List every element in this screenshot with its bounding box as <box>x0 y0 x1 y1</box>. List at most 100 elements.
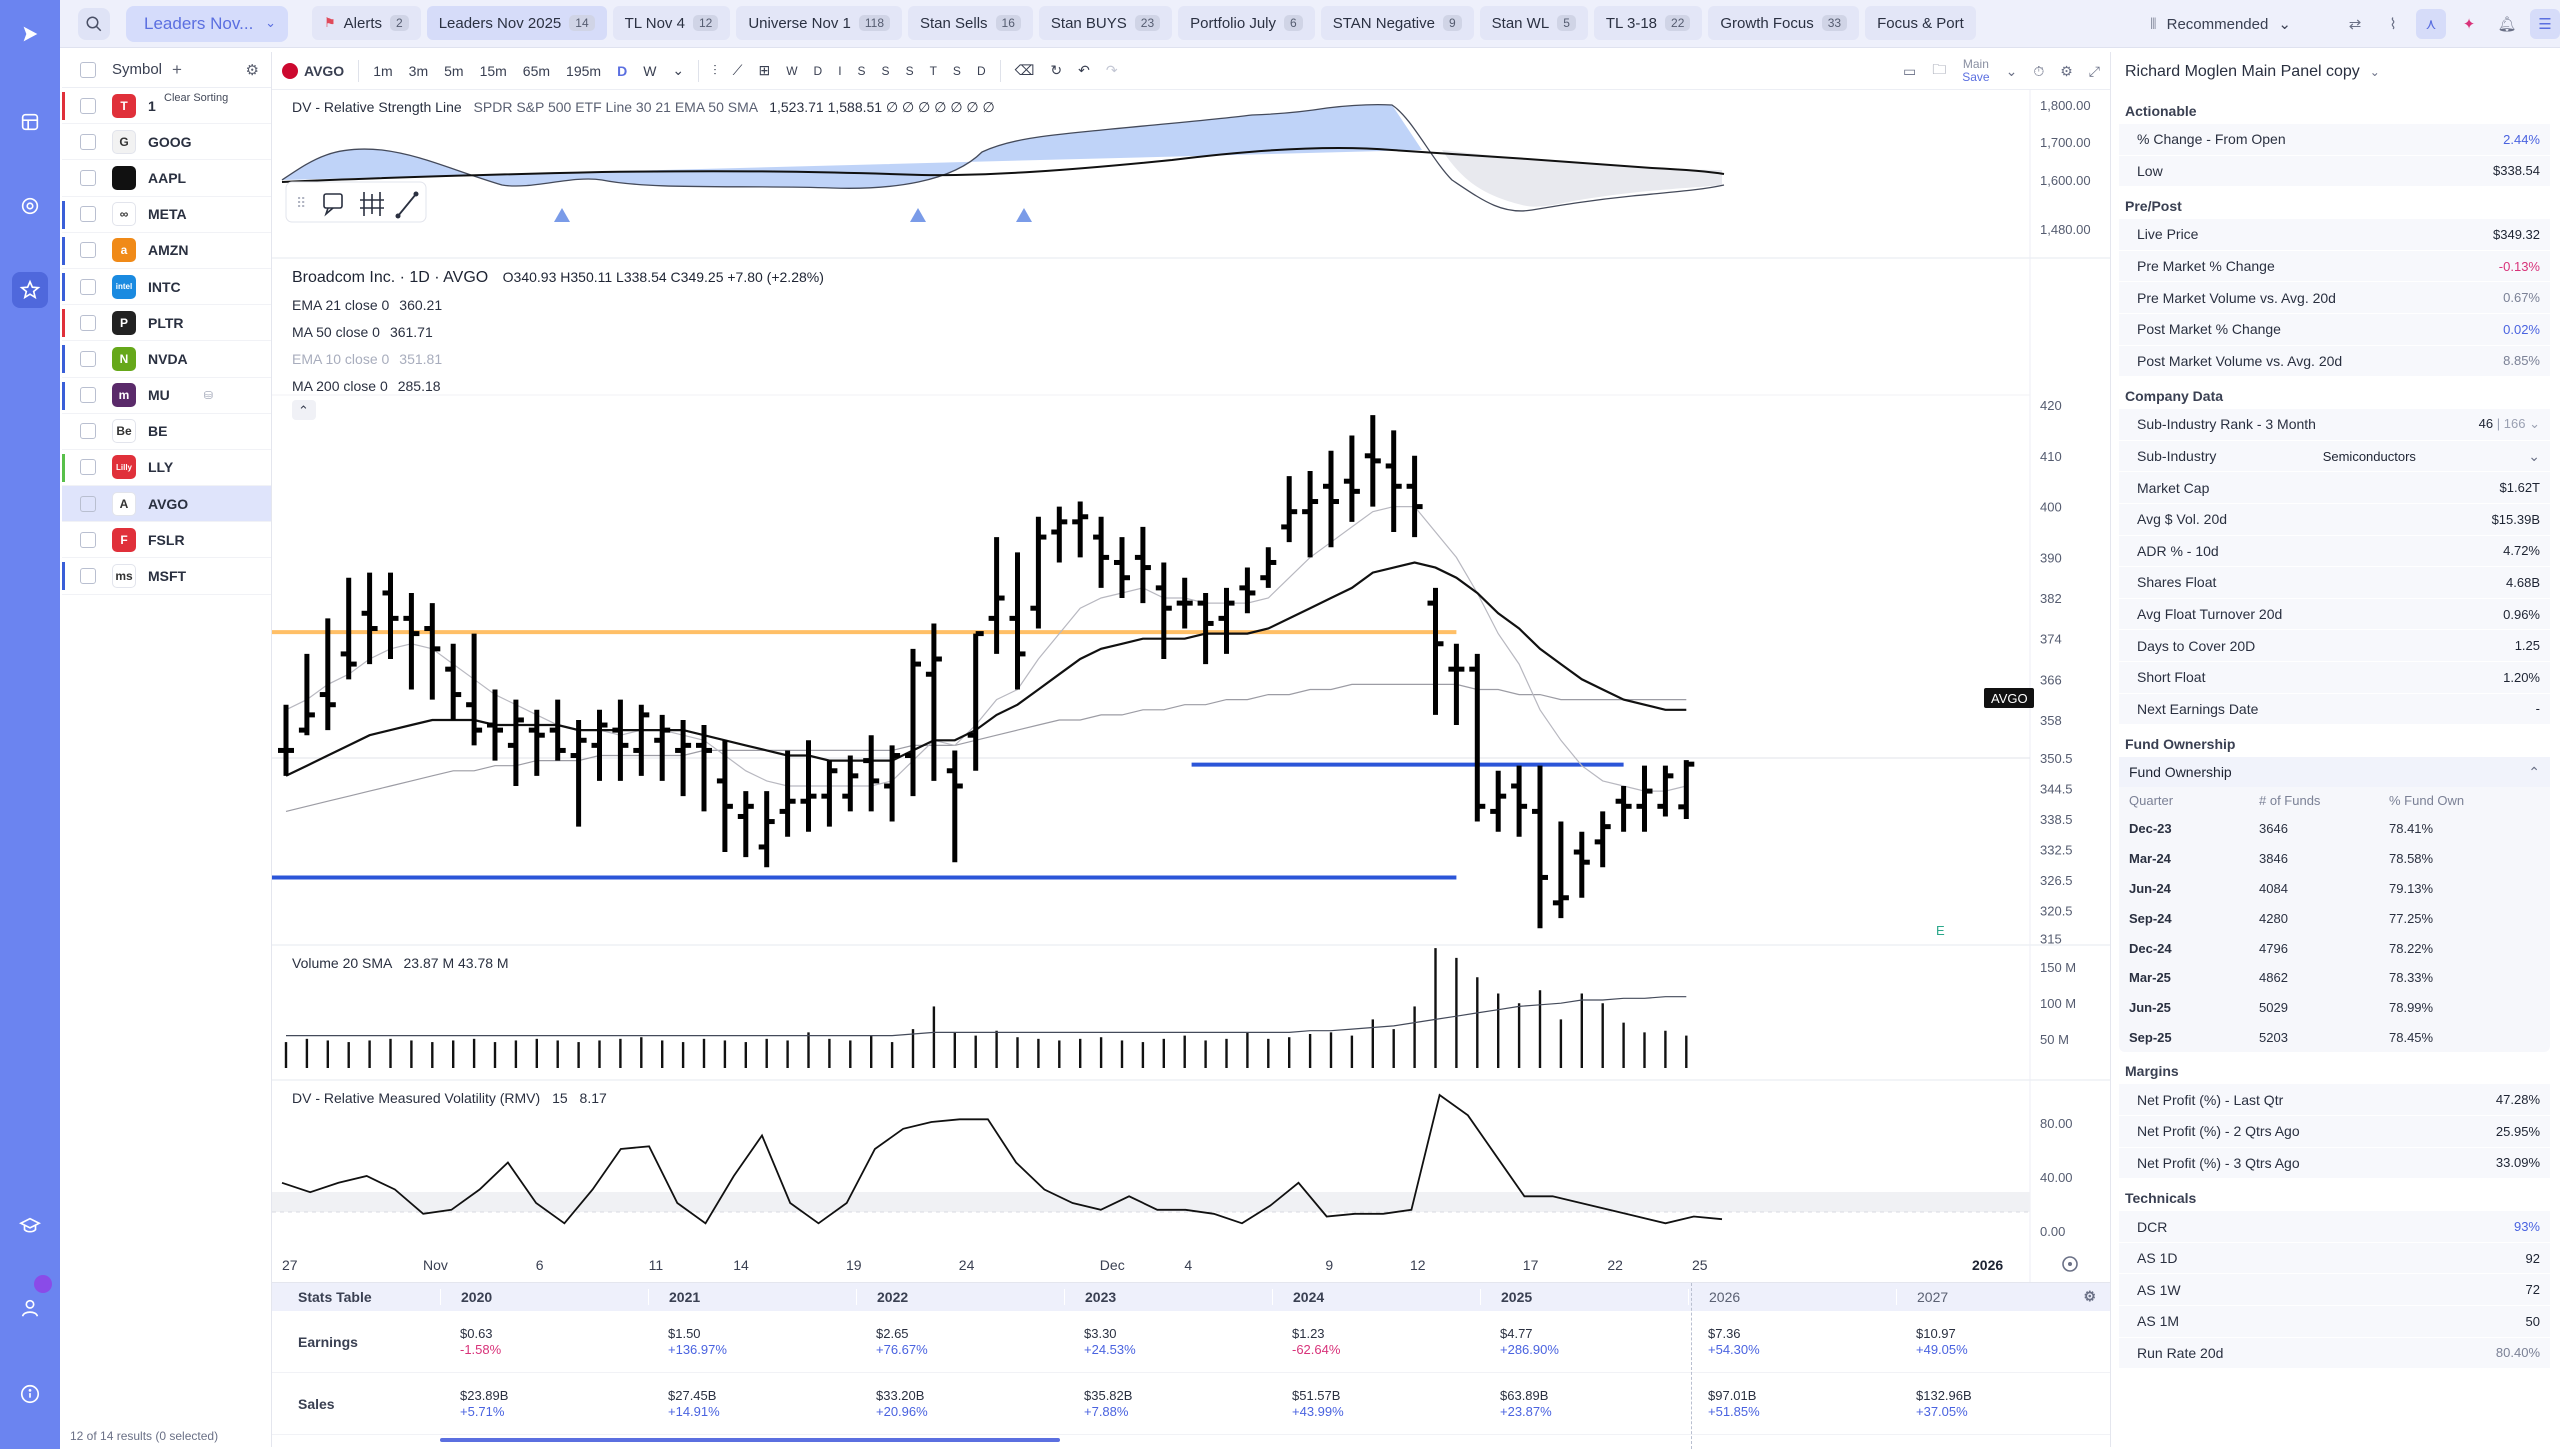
watchlist-tab[interactable]: STAN Negative 9 <box>1320 6 1474 40</box>
row-checkbox[interactable] <box>80 387 96 404</box>
templates-icon[interactable]: ⊞ <box>758 62 771 78</box>
fund-ownership-toggle[interactable]: Fund Ownership ⌃ <box>2119 757 2550 788</box>
add-symbol-icon[interactable]: + <box>172 59 182 79</box>
watchlist-tab[interactable]: TL Nov 4 12 <box>612 6 731 40</box>
watchlist-tab[interactable]: Growth Focus 33 <box>1708 6 1860 40</box>
collapse-legend-button[interactable] <box>292 400 316 420</box>
search-button[interactable] <box>78 8 110 40</box>
indicator-legend-item[interactable]: MA 50 close 0 361.71 <box>292 324 433 340</box>
drawing-shortcut-button[interactable]: D <box>976 63 986 78</box>
gear-icon[interactable]: ⚙ <box>245 62 259 79</box>
symbol-row[interactable]: AAPL <box>62 160 271 197</box>
symbol-row[interactable]: ∞ META <box>62 197 271 233</box>
bars-pattern-icon[interactable] <box>360 192 384 216</box>
row-checkbox[interactable] <box>80 459 96 476</box>
symbol-row[interactable]: m MU ⛁ <box>62 378 271 414</box>
symbol-row[interactable]: N NVDA <box>62 341 271 378</box>
watchlist-star-icon[interactable] <box>12 272 48 308</box>
chevron-down-icon[interactable]: ⌄ <box>2528 447 2540 464</box>
watchlist-tab[interactable]: ⚑ Alerts 2 <box>312 6 421 40</box>
interval-button[interactable]: 5m <box>444 62 464 79</box>
interval-button[interactable]: D <box>617 62 628 79</box>
row-checkbox[interactable] <box>80 568 96 585</box>
watchlist-tab[interactable]: Universe Nov 1 118 <box>736 6 902 40</box>
row-checkbox[interactable] <box>80 278 96 295</box>
chart-area[interactable]: 1,800.00 1,700.00 1,600.00 1,480.00 DV -… <box>272 90 2110 1282</box>
watchlist-dropdown[interactable]: Leaders Nov... ⌄ <box>126 6 288 42</box>
row-checkbox[interactable] <box>80 169 96 186</box>
symbol-row[interactable]: F FSLR <box>62 522 271 559</box>
bar-type-icon[interactable]: ⫶ <box>713 62 717 78</box>
alert-clock-icon[interactable]: ⏱ <box>2033 62 2045 79</box>
help-icon[interactable] <box>12 1376 48 1412</box>
watchlist-tab[interactable]: Leaders Nov 2025 14 <box>426 6 607 40</box>
row-checkbox[interactable] <box>80 206 96 223</box>
row-checkbox[interactable] <box>80 97 96 114</box>
logo-play-icon[interactable] <box>12 16 48 52</box>
clear-sorting-tooltip[interactable]: Clear Sorting <box>164 92 229 104</box>
symbol-row[interactable]: intel INTC <box>62 269 271 306</box>
user-profile-icon[interactable] <box>12 1290 48 1326</box>
indicator-legend-item[interactable]: MA 200 close 0 285.18 <box>292 378 441 394</box>
watchlist-tab[interactable]: Stan WL 5 <box>1479 6 1588 40</box>
indicator-legend-item[interactable]: EMA 21 close 0 360.21 <box>292 297 442 313</box>
watchlist-tab[interactable]: Stan Sells 16 <box>908 6 1033 40</box>
drawing-shortcut-button[interactable]: D <box>813 63 823 78</box>
folder-icon[interactable]: 🗀 <box>1932 61 1947 77</box>
redo-icon[interactable]: ↷ <box>1105 62 1118 78</box>
drawing-shortcut-button[interactable]: S <box>905 63 914 78</box>
drawing-shortcut-button[interactable]: S <box>857 63 866 78</box>
time-axis-settings-icon[interactable] <box>2062 1256 2078 1272</box>
chart-mode-icon[interactable]: ⌇ <box>2389 16 2397 33</box>
drawing-shortcut-button[interactable]: T <box>929 63 937 78</box>
interval-button[interactable]: 1m <box>373 62 393 79</box>
list-view-icon[interactable]: ☰ <box>2530 9 2560 39</box>
symbol-row[interactable]: T 1 Clear Sorting <box>62 88 271 125</box>
drawing-shortcut-button[interactable]: I <box>838 63 842 78</box>
layout-save[interactable]: Main Save <box>1962 58 1989 84</box>
interval-button[interactable]: 3m <box>408 62 429 79</box>
dashboard-icon[interactable] <box>12 104 48 140</box>
layout-icon[interactable]: ▭ <box>1902 62 1917 79</box>
sparkle-icon[interactable]: ✦ <box>2462 16 2476 33</box>
watchlist-tab[interactable]: Focus & Port <box>1865 6 1976 40</box>
education-cap-icon[interactable] <box>12 1208 48 1244</box>
row-checkbox[interactable] <box>80 242 96 259</box>
select-all-checkbox[interactable] <box>80 61 96 78</box>
interval-button[interactable]: 15m <box>479 62 507 79</box>
fullscreen-icon[interactable]: ⤢ <box>2088 62 2100 79</box>
share-icon[interactable]: ⇄ <box>2348 16 2362 33</box>
sort-dropdown[interactable]: ⦀ Recommended ⌄ <box>2150 8 2291 40</box>
eraser-icon[interactable]: ⌫ <box>1014 62 1035 78</box>
drawing-shortcut-button[interactable]: W <box>786 63 798 78</box>
symbol-row[interactable]: ms MSFT <box>62 558 271 595</box>
undo-icon[interactable]: ↶ <box>1078 62 1090 78</box>
indicator-legend-item[interactable]: EMA 10 close 0 351.81 <box>292 351 442 367</box>
row-checkbox[interactable] <box>80 531 96 548</box>
symbol-row[interactable]: A AVGO <box>62 486 271 523</box>
watchlist-tab[interactable]: TL 3-18 22 <box>1593 6 1703 40</box>
interval-button[interactable]: 65m <box>522 62 551 79</box>
stats-scrollbar[interactable] <box>440 1438 1060 1442</box>
indicators-icon[interactable]: ⟋ <box>732 62 743 78</box>
row-checkbox[interactable] <box>80 314 96 331</box>
refresh-icon[interactable]: ↻ <box>1050 62 1063 78</box>
symbol-row[interactable]: a AMZN <box>62 233 271 269</box>
drag-handle-icon[interactable]: ⠿ <box>296 195 306 211</box>
symbol-row[interactable]: P PLTR <box>62 305 271 342</box>
trend-line-icon[interactable] <box>395 191 419 219</box>
scanner-icon[interactable] <box>12 188 48 224</box>
symbol-row[interactable]: Be BE <box>62 414 271 450</box>
interval-button[interactable]: W <box>643 62 657 79</box>
chevron-down-icon[interactable]: ⌄ <box>672 62 685 78</box>
panel-selector[interactable]: Richard Moglen Main Panel copy ⌄ <box>2111 52 2558 92</box>
symbol-row[interactable]: G GOOG <box>62 124 271 161</box>
stats-settings-gear-icon[interactable]: ⚙ <box>2083 1288 2096 1304</box>
settings-gear-icon[interactable]: ⚙ <box>2060 62 2073 79</box>
row-checkbox[interactable] <box>80 495 96 512</box>
watchlist-tab[interactable]: Portfolio July 6 <box>1178 6 1315 40</box>
watchlist-tab[interactable]: Stan BUYS 23 <box>1038 6 1173 40</box>
symbol-row[interactable]: Lilly LLY <box>62 450 271 487</box>
row-checkbox[interactable] <box>80 350 96 367</box>
row-checkbox[interactable] <box>80 133 96 150</box>
